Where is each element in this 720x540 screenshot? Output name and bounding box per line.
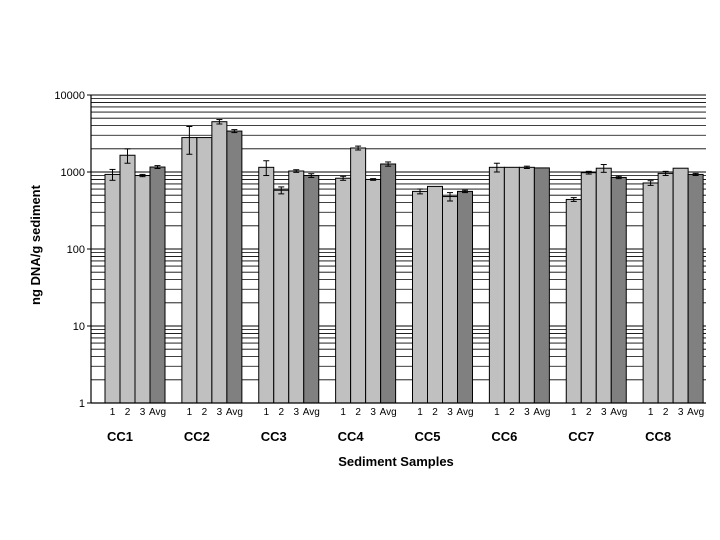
sub-tick-label: 3 xyxy=(601,407,607,418)
sub-tick-label: 2 xyxy=(125,407,131,418)
bar-cc2-3 xyxy=(211,121,228,404)
sub-tick-label: 1 xyxy=(187,407,193,418)
y-tick-label: 10 xyxy=(73,321,85,333)
y-tick-label: 100 xyxy=(67,244,85,256)
sub-tick-label: 2 xyxy=(355,407,361,418)
sub-tick-label: 1 xyxy=(571,407,577,418)
axes xyxy=(87,94,706,404)
y-tick-label: 10000 xyxy=(54,90,85,102)
bar-cc6-3 xyxy=(518,166,535,404)
sub-tick-label: 1 xyxy=(648,407,654,418)
group-label-cc6: CC6 xyxy=(491,429,517,444)
y-axis-title: ng DNA/g sediment xyxy=(28,184,43,305)
bar-cc7-avg xyxy=(610,176,627,404)
sub-tick-label: 3 xyxy=(678,407,684,418)
group-label-cc3: CC3 xyxy=(261,429,287,444)
group-label-cc1: CC1 xyxy=(107,429,133,444)
bar-cc8-avg xyxy=(687,173,704,404)
group-label-cc4: CC4 xyxy=(338,429,365,444)
bar-cc5-avg xyxy=(457,190,473,404)
bar-cc4-1 xyxy=(335,177,352,404)
bar-cc1-avg xyxy=(149,166,166,404)
sub-tick-label: 2 xyxy=(509,407,515,418)
bar-cc7-1 xyxy=(565,198,582,404)
sub-tick-label: Avg xyxy=(149,407,166,418)
bar-cc1-2 xyxy=(119,154,136,404)
bar-cc4-3 xyxy=(365,178,382,404)
bar-cc2-1 xyxy=(181,137,198,404)
sub-tick-label: 1 xyxy=(110,407,116,418)
group-label-cc5: CC5 xyxy=(415,429,441,444)
sub-tick-label: Avg xyxy=(456,407,473,418)
sub-tick-label: Avg xyxy=(303,407,320,418)
bar-cc5-2 xyxy=(427,185,443,404)
sub-tick-label: Avg xyxy=(226,407,243,418)
sub-tick-label: 1 xyxy=(494,407,500,418)
sub-tick-label: 1 xyxy=(417,407,423,418)
bar-cc3-1 xyxy=(258,166,275,404)
sub-tick-label: 3 xyxy=(293,407,299,418)
bars xyxy=(104,121,704,404)
bar-cc2-2 xyxy=(196,137,213,404)
bar-cc6-avg xyxy=(533,167,550,404)
bar-cc1-3 xyxy=(134,175,151,404)
bar-cc5-1 xyxy=(412,190,428,404)
sub-tick-label: Avg xyxy=(610,407,627,418)
y-tick-labels: 1 10 100 1000 10000 xyxy=(54,90,85,410)
sub-tick-label: 2 xyxy=(278,407,284,418)
bar-cc3-avg xyxy=(303,175,320,404)
sub-tick-label: 2 xyxy=(202,407,208,418)
sub-tick-label: 3 xyxy=(524,407,530,418)
sub-tick-label: 3 xyxy=(217,407,223,418)
sub-tick-label: 1 xyxy=(340,407,346,418)
sub-tick-label: 3 xyxy=(370,407,376,418)
group-label-cc2: CC2 xyxy=(184,429,210,444)
bar-cc2-avg xyxy=(226,130,243,404)
sub-tick-label: 2 xyxy=(432,407,438,418)
bar-cc8-1 xyxy=(642,182,659,404)
bar-cc3-2 xyxy=(273,189,290,404)
sub-tick-label: 1 xyxy=(263,407,269,418)
group-label-cc7: CC7 xyxy=(568,429,594,444)
bar-cc4-2 xyxy=(350,147,367,404)
sub-tick-label: 2 xyxy=(586,407,592,418)
bar-cc3-3 xyxy=(288,170,305,404)
bar-cc7-2 xyxy=(580,172,597,404)
bar-cc8-3 xyxy=(672,167,689,404)
bar-cc5-3 xyxy=(442,196,458,404)
bar-cc6-1 xyxy=(488,166,505,404)
bar-cc6-2 xyxy=(503,166,520,404)
group-label-cc8: CC8 xyxy=(645,429,671,444)
sub-tick-label: Avg xyxy=(687,407,704,418)
sub-tick-label: Avg xyxy=(380,407,397,418)
bar-cc4-avg xyxy=(380,163,397,404)
bar-cc7-3 xyxy=(595,167,612,404)
x-axis-title: Sediment Samples xyxy=(338,454,454,469)
bar-cc8-2 xyxy=(657,172,674,404)
error-bars xyxy=(109,119,699,202)
sub-tick-label: 2 xyxy=(663,407,669,418)
sub-tick-label: Avg xyxy=(533,407,550,418)
sub-tick-label: 3 xyxy=(447,407,453,418)
sub-tick-label: 3 xyxy=(140,407,146,418)
y-tick-label: 1000 xyxy=(61,167,85,179)
bar-cc1-1 xyxy=(104,173,121,404)
y-tick-label: 1 xyxy=(79,398,85,410)
